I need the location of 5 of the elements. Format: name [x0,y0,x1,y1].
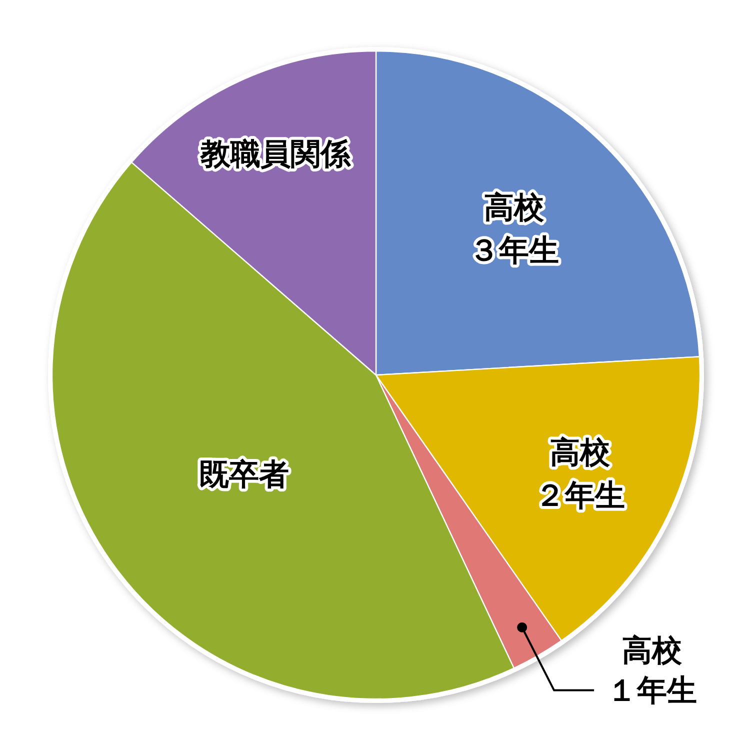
slice-label: 教職員関係 [199,136,352,172]
slice-label: 高校３年生 [468,190,559,268]
slice-label: 既卒者 [199,457,290,492]
slice-label: 高校２年生 [534,435,625,514]
slice-label: 高校１年生 [607,632,698,708]
